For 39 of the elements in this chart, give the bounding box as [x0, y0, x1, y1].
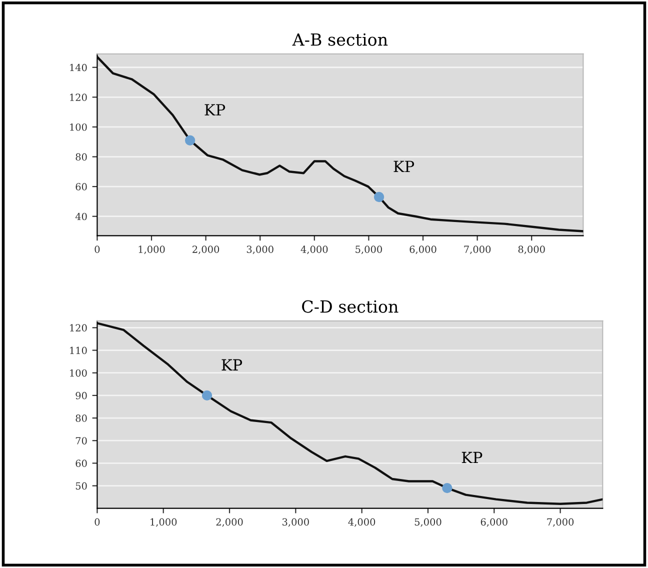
y-tick-label: 40 [75, 212, 87, 220]
x-tick-label: 3,000 [282, 518, 309, 527]
y-tick-label: 100 [70, 123, 87, 131]
y-tick-label: 110 [70, 346, 87, 354]
x-tick-label: 4,000 [300, 246, 328, 254]
annotation: KP [394, 160, 414, 172]
chart-title: A-B section [292, 33, 388, 46]
line-series [97, 322, 603, 505]
chart-title: C-D section [302, 300, 398, 313]
x-tick-label: 2,000 [216, 518, 243, 527]
x-tick-label: 6,000 [410, 246, 436, 254]
x-tick-label: 0 [94, 518, 100, 526]
y-tick-label: 80 [76, 153, 87, 161]
x-tick-label: 8,000 [518, 246, 545, 254]
x-tick-label: 2,000 [192, 246, 220, 254]
y-tick-label: 120 [70, 94, 87, 101]
annotation: KP [462, 452, 482, 464]
y-tick-label: 60 [76, 183, 87, 190]
x-tick-label: 4,000 [348, 518, 376, 527]
annotation: KP [204, 104, 226, 116]
x-tick-label: 1,000 [150, 518, 177, 527]
x-tick-label: 3,000 [246, 246, 274, 254]
y-tick-label: 100 [70, 369, 87, 377]
y-tick-label: 90 [76, 392, 87, 400]
x-tick-label: 5,000 [414, 518, 442, 527]
y-tick-label: 120 [70, 324, 87, 332]
x-tick-label: 1,000 [138, 246, 165, 254]
x-tick-label: 7,000 [464, 246, 491, 254]
x-tick-label: 0 [94, 246, 100, 253]
y-tick-label: 60 [76, 460, 87, 468]
annotation: KP [222, 359, 242, 370]
y-tick-label: 70 [76, 437, 87, 444]
y-tick-label: 50 [76, 482, 87, 490]
y-tick-label: 80 [76, 414, 87, 422]
line-series [97, 56, 584, 232]
y-tick-label: 140 [70, 64, 87, 72]
x-tick-label: 5,000 [356, 246, 382, 254]
x-tick-label: 7,000 [547, 518, 574, 527]
x-tick-label: 6,000 [480, 518, 508, 527]
